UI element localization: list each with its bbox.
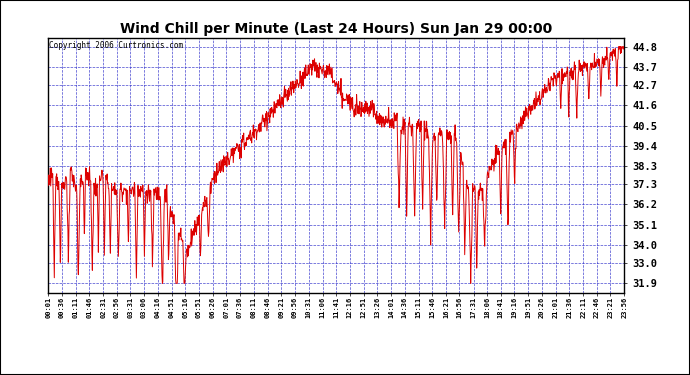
Text: Copyright 2006 Curtronics.com: Copyright 2006 Curtronics.com <box>50 41 184 50</box>
Title: Wind Chill per Minute (Last 24 Hours) Sun Jan 29 00:00: Wind Chill per Minute (Last 24 Hours) Su… <box>120 22 553 36</box>
